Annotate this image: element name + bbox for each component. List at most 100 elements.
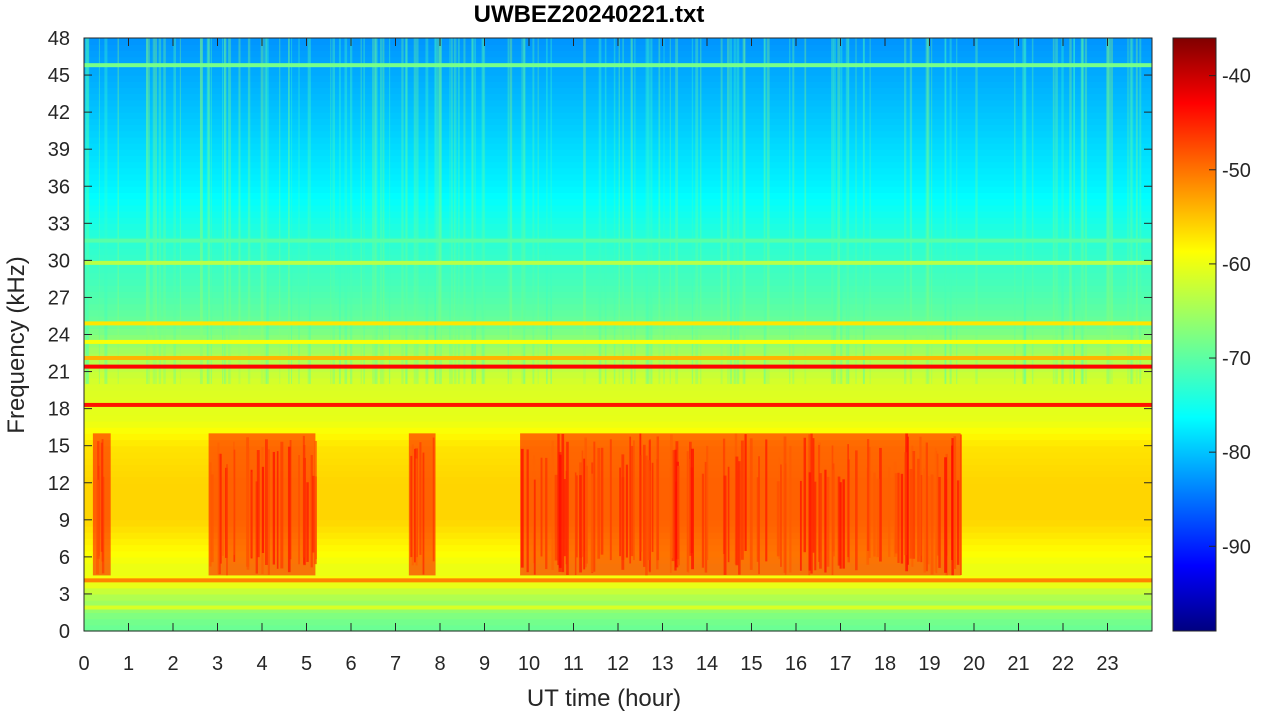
emission-streak xyxy=(629,436,632,564)
x-tick-label: 4 xyxy=(256,653,267,675)
impulse-streak xyxy=(1127,38,1129,384)
emission-streak xyxy=(261,466,265,554)
impulse-streak xyxy=(98,38,100,384)
impulse-streak xyxy=(675,38,679,384)
x-tick-label: 3 xyxy=(212,653,223,675)
spectrum-band xyxy=(84,186,1152,194)
impulse-streak xyxy=(1023,38,1027,384)
emission-streak xyxy=(900,473,904,564)
impulse-streak xyxy=(383,38,385,384)
emission-streak xyxy=(287,446,291,573)
emission-streak xyxy=(911,445,914,567)
impulse-streak xyxy=(1111,38,1113,384)
impulse-streak xyxy=(634,38,636,384)
emission-streak xyxy=(704,461,708,573)
spectrum-band xyxy=(84,390,1152,397)
transmitter-line xyxy=(84,402,1152,407)
impulse-streak xyxy=(733,38,736,384)
impulse-streak xyxy=(792,38,795,384)
emission-streak xyxy=(276,451,279,569)
x-tick-label: 11 xyxy=(563,653,584,675)
impulse-streak xyxy=(613,38,616,384)
impulse-streak xyxy=(507,38,509,384)
spectrum-band xyxy=(84,93,1152,101)
emission-streak xyxy=(818,444,820,562)
x-tick-label: 5 xyxy=(301,653,312,675)
emission-streak xyxy=(581,450,584,557)
y-tick-label: 39 xyxy=(48,139,70,161)
impulse-streak xyxy=(207,38,210,384)
emission-streak xyxy=(723,475,727,575)
emission-streak xyxy=(306,482,309,562)
impulse-streak xyxy=(1107,38,1110,384)
impulse-streak xyxy=(904,38,907,384)
emission-streak xyxy=(803,437,807,553)
impulse-streak xyxy=(288,38,290,384)
emission-streak xyxy=(619,467,621,557)
spectrum-band xyxy=(84,612,1152,620)
impulse-streak xyxy=(1139,38,1142,384)
emission-streak xyxy=(894,473,898,554)
x-tick-label: 0 xyxy=(78,653,89,675)
emission-streak xyxy=(643,444,646,567)
emission-streak xyxy=(419,442,422,555)
colorbar-tick-label: -40 xyxy=(1222,66,1251,88)
impulse-streak xyxy=(266,38,269,384)
impulse-streak xyxy=(401,38,404,384)
emission-streak xyxy=(824,469,827,573)
emission-streak xyxy=(600,447,604,555)
impulse-streak xyxy=(1024,38,1026,384)
impulse-streak xyxy=(1081,38,1083,384)
emission-streak xyxy=(520,448,524,568)
colorbar-gradient xyxy=(1172,37,1217,632)
impulse-streak xyxy=(669,38,671,384)
x-tick-label: 8 xyxy=(434,653,445,675)
colorbar-tick-label: -90 xyxy=(1222,536,1251,558)
emission-streak xyxy=(415,458,418,566)
colorbar-tick-label: -70 xyxy=(1222,348,1251,370)
spectrum-band xyxy=(84,75,1152,82)
spectrum-band xyxy=(84,371,1152,379)
spectrum-band xyxy=(84,587,1152,595)
emission-streak xyxy=(100,442,103,552)
spectrum-band xyxy=(84,408,1152,416)
emission-streak xyxy=(533,479,536,575)
y-tick-label: 42 xyxy=(48,102,70,124)
y-axis-label: Frequency (kHz) xyxy=(3,256,30,433)
emission-streak xyxy=(593,441,596,572)
impulse-streak xyxy=(482,38,486,384)
emission-streak xyxy=(812,438,815,553)
emission-streak xyxy=(597,447,601,559)
emission-streak xyxy=(272,451,276,565)
impulse-streak xyxy=(86,38,89,384)
impulse-streak xyxy=(146,38,148,384)
emission-streak xyxy=(233,441,235,555)
impulse-streak xyxy=(199,38,203,384)
spectrum-band xyxy=(84,278,1152,286)
impulse-streak xyxy=(789,38,791,384)
emission-streak xyxy=(936,453,939,556)
impulse-streak xyxy=(457,38,460,384)
impulse-streak xyxy=(583,38,586,384)
spectrum-band xyxy=(84,223,1152,231)
impulse-streak xyxy=(1108,38,1111,384)
emission-streak xyxy=(799,480,802,571)
spectrum-band xyxy=(84,149,1152,156)
emission-streak xyxy=(917,458,920,562)
spectrum-band xyxy=(84,210,1152,218)
emission-streak xyxy=(246,447,250,570)
impulse-streak xyxy=(146,38,149,384)
emission-streak xyxy=(944,457,947,573)
emission-streak xyxy=(526,449,529,573)
emission-streak xyxy=(953,436,957,569)
emission-streak xyxy=(583,458,586,570)
spectrum-band xyxy=(84,593,1152,601)
impulse-streak xyxy=(855,38,857,384)
y-tick-label: 18 xyxy=(48,399,70,421)
y-tick-label: 24 xyxy=(48,325,70,347)
impulse-streak xyxy=(227,38,230,384)
emission-streak xyxy=(218,453,221,575)
x-axis-label: UT time (hour) xyxy=(527,685,681,712)
spectrum-band xyxy=(84,266,1152,274)
emission-streak xyxy=(96,479,99,575)
